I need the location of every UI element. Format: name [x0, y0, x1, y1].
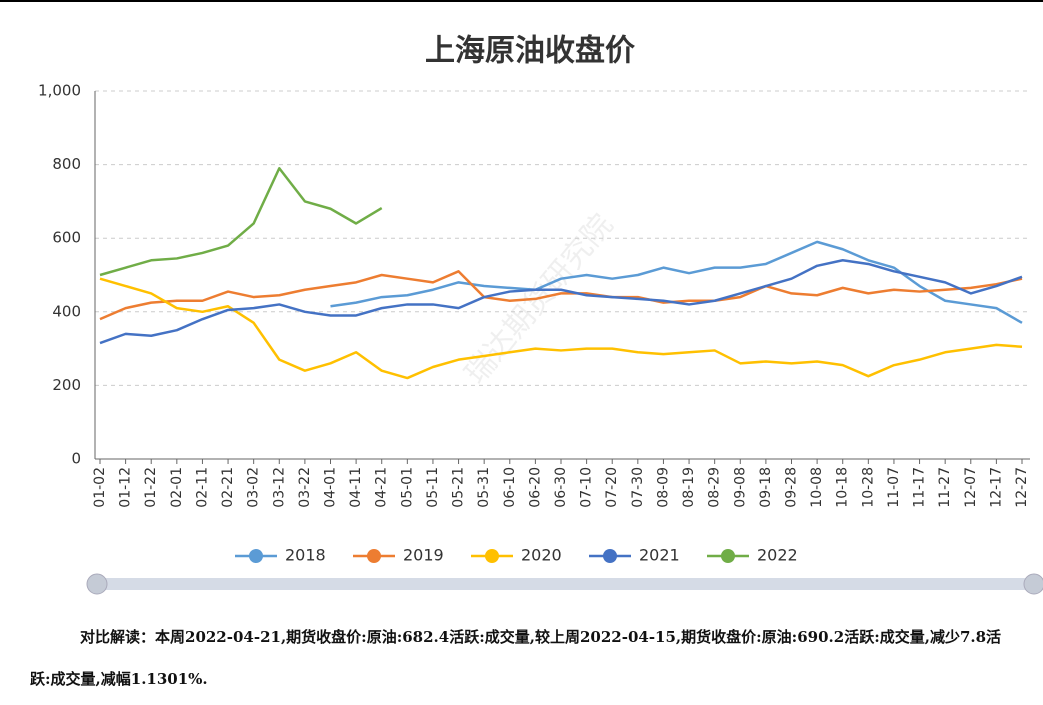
x-tick-label: 04-21 — [374, 467, 390, 508]
x-tick-label: 04-11 — [348, 467, 364, 508]
x-tick-label: 11-27 — [937, 467, 953, 508]
x-tick-label: 07-20 — [604, 467, 620, 508]
legend-label: 2022 — [757, 546, 798, 565]
legend-marker — [485, 549, 499, 563]
legend-marker — [249, 549, 263, 563]
x-tick-label: 01-02 — [92, 467, 108, 508]
x-tick-label: 01-12 — [118, 467, 134, 508]
series-line — [99, 167, 383, 277]
x-tick-label: 09-08 — [732, 467, 748, 508]
x-tick-label: 08-19 — [681, 467, 697, 508]
zoom-handle[interactable] — [86, 573, 108, 595]
zoom-handle[interactable] — [1023, 573, 1043, 595]
legend-label: 2018 — [285, 546, 326, 565]
x-tick-label: 12-27 — [1014, 467, 1030, 508]
x-tick-label: 05-31 — [476, 467, 492, 508]
legend-marker — [603, 549, 617, 563]
x-tick-label: 10-08 — [809, 467, 825, 508]
zoom-track[interactable] — [95, 578, 1030, 590]
x-tick-label: 02-21 — [220, 467, 236, 508]
legend-label: 2019 — [403, 546, 444, 565]
x-tick-label: 03-22 — [297, 467, 313, 508]
x-tick-label: 02-01 — [169, 467, 185, 508]
x-tick-label: 05-11 — [425, 467, 441, 508]
x-tick-label: 01-22 — [143, 467, 159, 508]
x-tick-label: 11-17 — [912, 467, 928, 508]
x-tick-label: 06-30 — [553, 467, 569, 508]
x-tick-label: 04-01 — [323, 467, 339, 508]
y-tick-label: 400 — [52, 302, 81, 320]
note: 对比解读：本周2022-04-21,期货收盘价:原油:682.4活跃:成交量,较… — [30, 628, 1002, 688]
x-tick-label: 03-12 — [271, 467, 287, 508]
x-tick-label: 07-10 — [579, 467, 595, 508]
x-tick-label: 09-18 — [758, 467, 774, 508]
legend-marker — [721, 549, 735, 563]
series-line — [99, 270, 1023, 321]
x-tick-label: 12-17 — [988, 467, 1004, 508]
x-tick-label: 11-07 — [886, 467, 902, 508]
series-line — [99, 259, 1023, 345]
y-tick-label: 600 — [52, 229, 81, 247]
series-line — [330, 240, 1023, 324]
y-tick-label: 800 — [52, 155, 81, 173]
x-tick-label: 08-09 — [655, 467, 671, 508]
chart-title: 上海原油收盘价 — [425, 34, 635, 69]
y-tick-label: 1,000 — [38, 82, 81, 100]
x-tick-label: 05-01 — [399, 467, 415, 508]
x-tick-label: 06-10 — [502, 467, 518, 508]
x-tick-label: 12-07 — [963, 467, 979, 508]
x-tick-label: 09-28 — [784, 467, 800, 508]
series-line — [99, 277, 1023, 380]
x-tick-label: 08-29 — [707, 467, 723, 508]
y-tick-label: 0 — [71, 450, 81, 468]
y-tick-label: 200 — [52, 376, 81, 394]
x-tick-label: 07-30 — [630, 467, 646, 508]
legend-label: 2020 — [521, 546, 562, 565]
x-tick-label: 10-18 — [835, 467, 851, 508]
x-tick-label: 06-20 — [527, 467, 543, 508]
legend-marker — [367, 549, 381, 563]
x-tick-label: 03-02 — [246, 467, 262, 508]
x-tick-label: 10-28 — [860, 467, 876, 508]
x-tick-label: 02-11 — [194, 467, 210, 508]
x-tick-label: 05-21 — [451, 467, 467, 508]
legend-label: 2021 — [639, 546, 680, 565]
